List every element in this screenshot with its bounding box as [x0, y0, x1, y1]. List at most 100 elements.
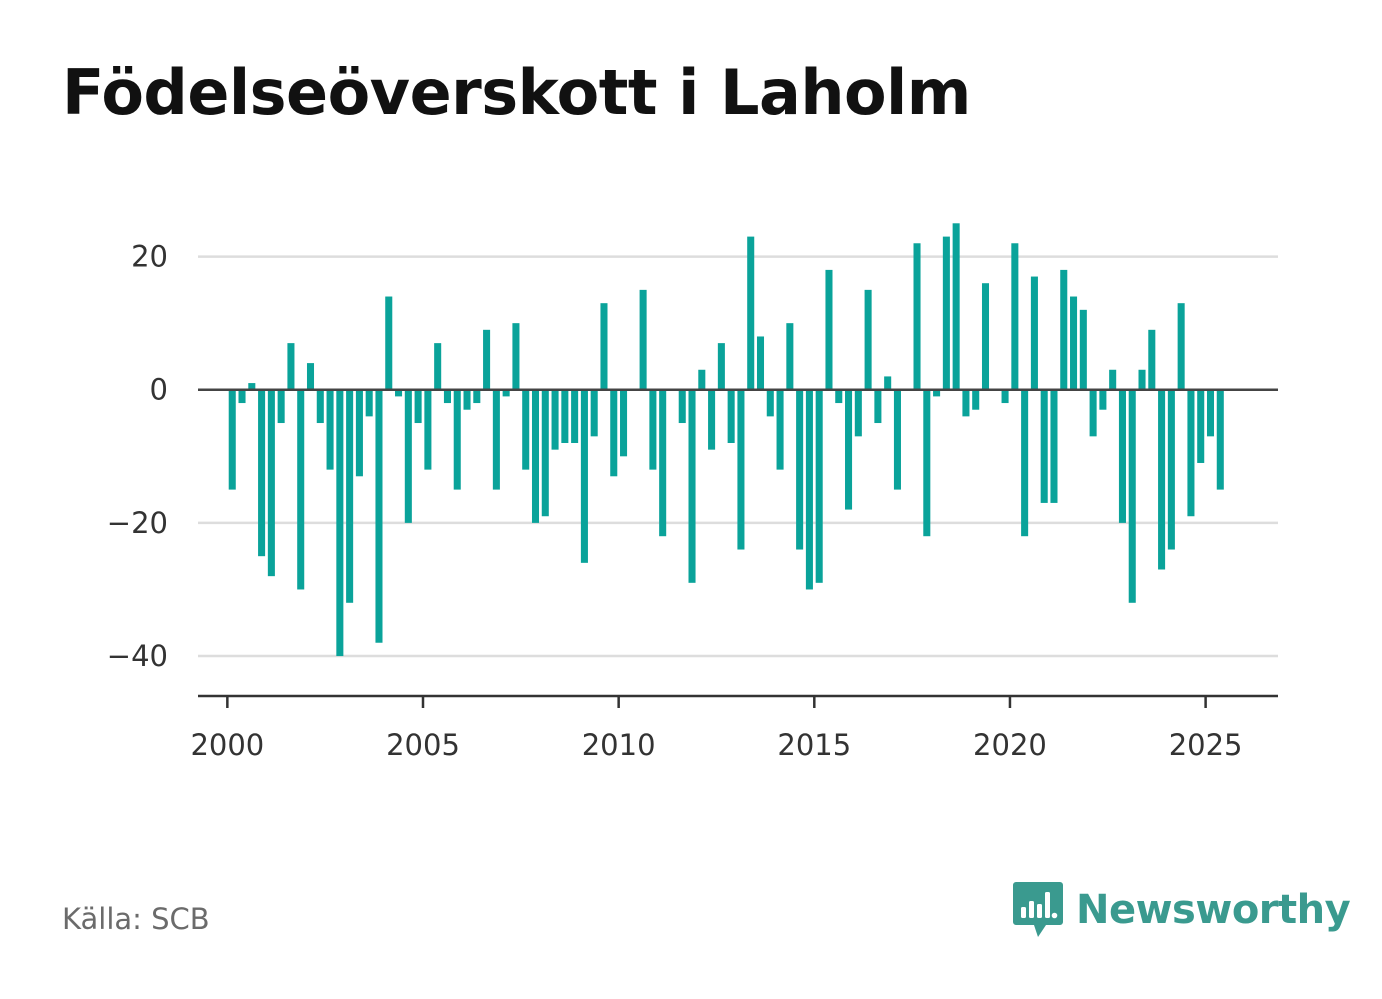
bar [590, 389, 598, 437]
bar [884, 376, 892, 390]
bar [962, 389, 970, 417]
bar [267, 389, 275, 577]
newsworthy-chart-bubble-icon [1013, 882, 1063, 937]
bar [913, 243, 921, 390]
axes [198, 388, 1278, 698]
bars [228, 223, 1224, 657]
bar [1177, 303, 1185, 390]
bar [825, 269, 833, 390]
bar [434, 343, 442, 390]
y-tick-label: −40 [107, 639, 168, 673]
bar [453, 389, 461, 490]
bar [845, 389, 853, 510]
bar [248, 383, 256, 390]
bar [815, 389, 823, 583]
bar [854, 389, 862, 437]
bar [395, 389, 403, 397]
bar [228, 389, 236, 490]
bar [688, 389, 696, 583]
bar [473, 389, 481, 404]
x-tick-label: 2000 [190, 728, 264, 762]
bar [708, 389, 716, 450]
bar [541, 389, 549, 517]
bar [933, 389, 941, 397]
bar [1197, 389, 1205, 463]
bar [483, 329, 491, 390]
bar [1050, 389, 1058, 503]
bar [610, 389, 618, 477]
bar [522, 389, 530, 470]
bar [375, 389, 383, 643]
bar [365, 389, 373, 417]
bar [551, 389, 559, 450]
bar [639, 289, 647, 390]
bar [336, 389, 344, 657]
bar [1021, 389, 1029, 537]
bar [864, 289, 872, 390]
bar [1109, 369, 1117, 390]
bar [1089, 389, 1097, 437]
bar [981, 283, 990, 390]
bar [1128, 389, 1136, 603]
bar [756, 336, 765, 390]
bar [952, 223, 960, 390]
bar [1001, 389, 1009, 404]
bar [893, 389, 901, 490]
bar [1040, 389, 1048, 503]
bar [561, 389, 569, 443]
bar [580, 389, 588, 563]
x-axis-ticks: 2000 2005 2010 2015 2020 2025 [190, 696, 1243, 762]
bar [258, 389, 266, 557]
bar [1138, 369, 1146, 390]
bar [786, 323, 794, 390]
bar [972, 389, 980, 410]
bar [287, 343, 295, 390]
bar [805, 389, 813, 590]
bar [346, 389, 354, 603]
bar [443, 389, 451, 404]
bar [600, 303, 608, 390]
bar [649, 389, 657, 470]
bar [1187, 389, 1195, 517]
bar [874, 389, 882, 424]
bar [1158, 389, 1166, 570]
y-tick-label: 20 [131, 240, 168, 274]
bar [385, 296, 393, 390]
bar [766, 389, 774, 417]
bar [1011, 243, 1019, 390]
bar [306, 363, 315, 390]
bar [512, 323, 520, 390]
y-tick-label: −20 [107, 506, 168, 540]
bar [1206, 389, 1215, 437]
bar [414, 389, 422, 424]
bar [727, 389, 735, 443]
x-tick-label: 2025 [1169, 728, 1243, 762]
bar [316, 389, 324, 424]
x-tick-label: 2015 [777, 728, 851, 762]
bar [747, 236, 755, 390]
bar [424, 389, 432, 470]
bar [776, 389, 784, 470]
bar [942, 236, 950, 390]
bar [1079, 309, 1087, 390]
bar [238, 389, 246, 404]
bar [659, 389, 667, 537]
brand-logo[interactable]: Newsworthy [1012, 880, 1351, 940]
bar [1118, 389, 1126, 523]
bar [531, 389, 540, 523]
bar [923, 389, 931, 537]
bar [277, 389, 285, 424]
bar [492, 389, 500, 490]
bar [1030, 276, 1038, 390]
brand-name: Newsworthy [1076, 887, 1351, 933]
bar [1216, 389, 1224, 490]
bar [796, 389, 804, 550]
bar [355, 389, 363, 477]
bar [835, 389, 843, 404]
bar [326, 389, 334, 470]
source-note: Källa: SCB [62, 902, 210, 936]
bar [463, 389, 471, 410]
bar [1060, 269, 1068, 390]
bar [502, 389, 510, 397]
